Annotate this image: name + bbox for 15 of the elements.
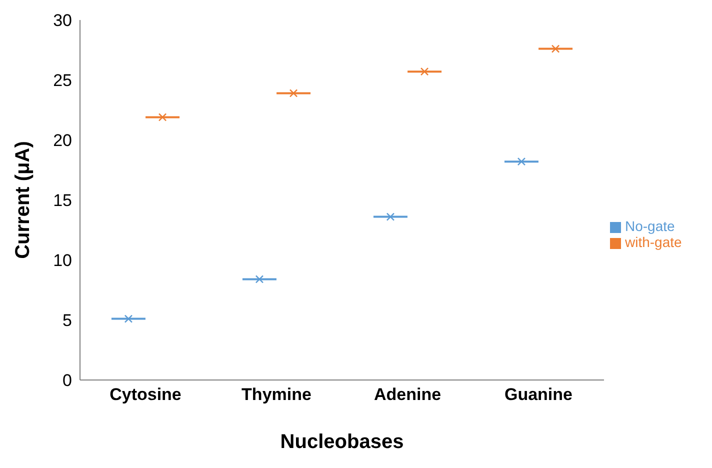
y-tick-label: 10 bbox=[53, 251, 72, 270]
y-tick-label: 5 bbox=[62, 311, 72, 330]
y-tick-label: 15 bbox=[53, 191, 72, 210]
x-axis-title: Nucleobases bbox=[280, 431, 404, 453]
x-tick-label: Adenine bbox=[374, 385, 442, 404]
x-tick-label: Thymine bbox=[242, 385, 312, 404]
y-axis-title: Current (μA) bbox=[12, 141, 34, 259]
x-tick-label: Guanine bbox=[504, 385, 573, 404]
y-tick-label: 25 bbox=[53, 71, 72, 90]
legend-label: No-gate bbox=[625, 218, 675, 234]
x-tick-label: Cytosine bbox=[110, 385, 182, 404]
y-tick-label: 0 bbox=[62, 371, 72, 390]
y-tick-label: 20 bbox=[53, 131, 72, 150]
legend-label: with-gate bbox=[625, 234, 682, 250]
y-tick-label: 30 bbox=[53, 11, 72, 30]
